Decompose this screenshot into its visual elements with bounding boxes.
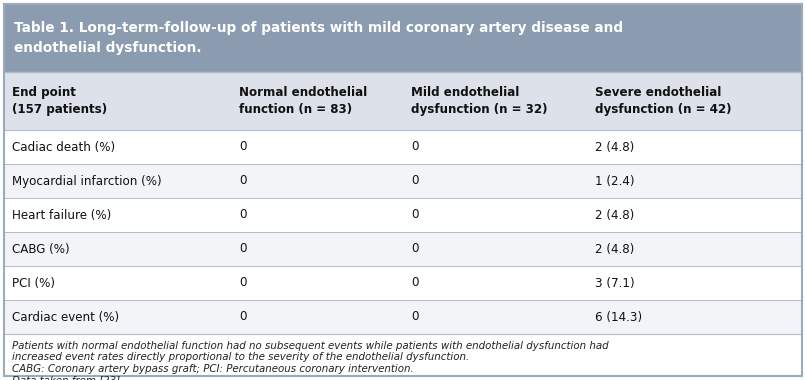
Text: 1 (2.4): 1 (2.4) (595, 174, 634, 187)
Text: PCI (%): PCI (%) (12, 277, 55, 290)
Text: Cadiac death (%): Cadiac death (%) (12, 141, 115, 154)
Text: 0: 0 (239, 141, 247, 154)
Text: 0: 0 (411, 174, 418, 187)
Text: 0: 0 (239, 277, 247, 290)
Text: 0: 0 (411, 141, 418, 154)
Text: Table 1. Long-term-follow-up of patients with mild coronary artery disease and
e: Table 1. Long-term-follow-up of patients… (14, 21, 623, 55)
Text: 0: 0 (411, 209, 418, 222)
Bar (4, 300, 802, 334)
Text: CABG (%): CABG (%) (12, 242, 69, 255)
Text: 0: 0 (411, 242, 418, 255)
Bar (4, 334, 802, 376)
Text: 0: 0 (411, 277, 418, 290)
Text: 2 (4.8): 2 (4.8) (595, 141, 634, 154)
Text: Cardiac event (%): Cardiac event (%) (12, 310, 119, 323)
Text: Normal endothelial
function (n = 83): Normal endothelial function (n = 83) (239, 86, 368, 116)
Text: 3 (7.1): 3 (7.1) (595, 277, 634, 290)
Text: 0: 0 (239, 174, 247, 187)
Text: 0: 0 (239, 242, 247, 255)
Text: increased event rates directly proportional to the severity of the endothelial d: increased event rates directly proportio… (12, 353, 469, 363)
Bar (4, 198, 802, 232)
Bar (4, 266, 802, 300)
Text: Heart failure (%): Heart failure (%) (12, 209, 111, 222)
Text: 2 (4.8): 2 (4.8) (595, 209, 634, 222)
Text: Patients with normal endothelial function had no subsequent events while patient: Patients with normal endothelial functio… (12, 341, 609, 351)
Bar (4, 72, 802, 130)
Bar (4, 164, 802, 198)
Text: Severe endothelial
dysfunction (n = 42): Severe endothelial dysfunction (n = 42) (595, 86, 731, 116)
Text: Myocardial infarction (%): Myocardial infarction (%) (12, 174, 162, 187)
Text: CABG: Coronary artery bypass graft; PCI: Percutaneous coronary intervention.: CABG: Coronary artery bypass graft; PCI:… (12, 364, 413, 374)
Text: 0: 0 (239, 209, 247, 222)
Bar (4, 4, 802, 72)
Text: Data taken from [23].: Data taken from [23]. (12, 375, 123, 380)
Text: 6 (14.3): 6 (14.3) (595, 310, 642, 323)
Text: Mild endothelial
dysfunction (n = 32): Mild endothelial dysfunction (n = 32) (411, 86, 547, 116)
Text: 0: 0 (411, 310, 418, 323)
Text: 0: 0 (239, 310, 247, 323)
Text: 2 (4.8): 2 (4.8) (595, 242, 634, 255)
Bar (4, 130, 802, 164)
Bar (4, 232, 802, 266)
Text: End point
(157 patients): End point (157 patients) (12, 86, 107, 116)
